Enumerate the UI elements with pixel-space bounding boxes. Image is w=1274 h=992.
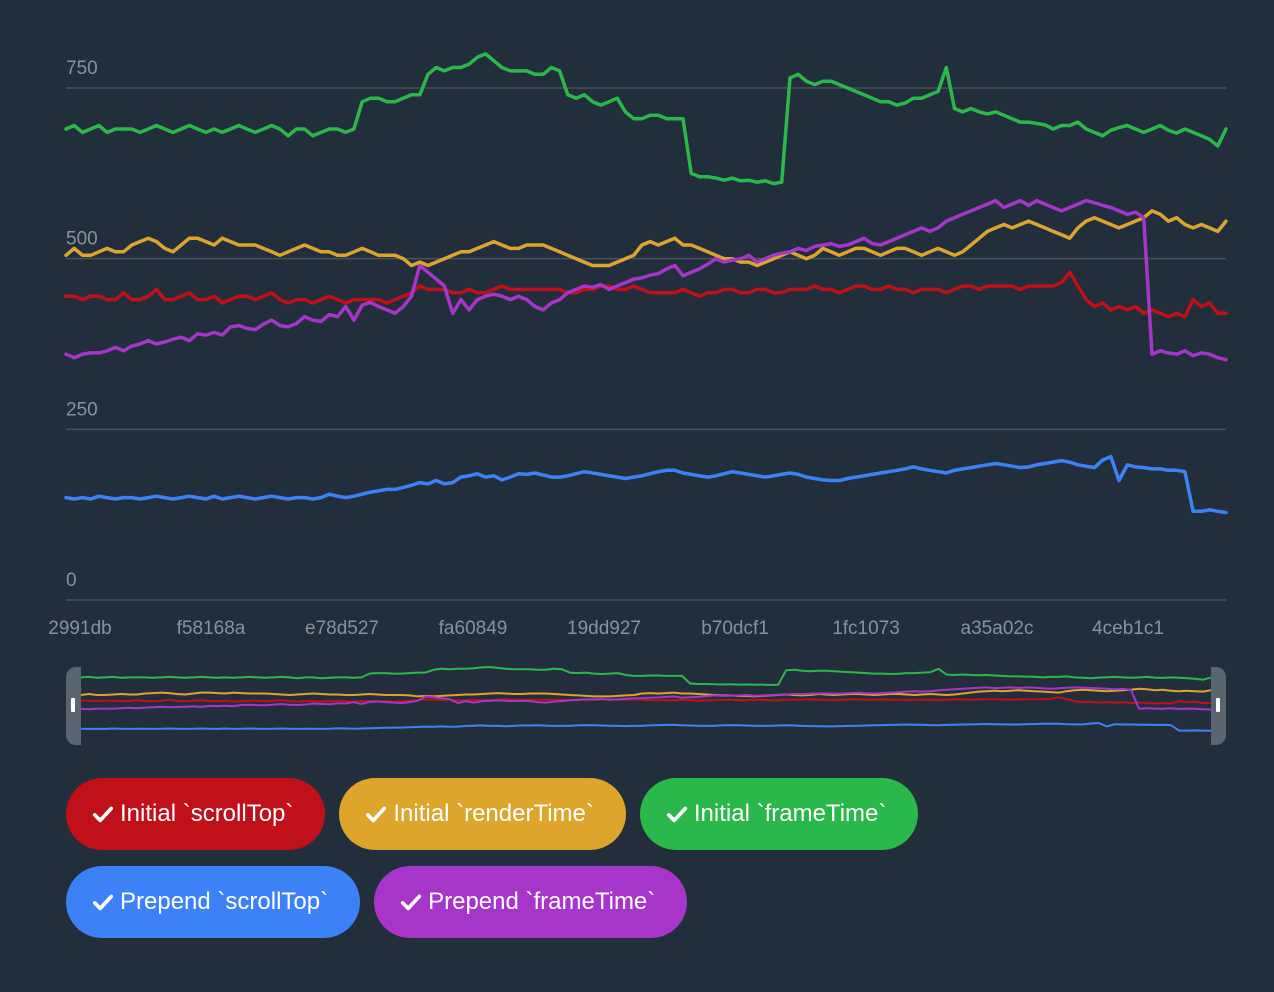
mini-series-line-4 — [80, 722, 1212, 732]
x-tick-label: f58168a — [177, 618, 246, 639]
y-tick-label: 500 — [66, 229, 98, 250]
range-selector[interactable] — [0, 660, 1274, 750]
y-tick-label: 250 — [66, 399, 98, 420]
legend-label: Initial `renderTime` — [393, 800, 594, 827]
check-icon — [366, 806, 387, 823]
check-icon — [92, 806, 114, 823]
legend-toggle-4[interactable]: Prepend `scrollTop` — [66, 866, 361, 938]
check-icon — [92, 894, 114, 911]
x-tick-label: 2991db — [48, 618, 111, 639]
main-line-chart: 0 250 500 750 2991db f58168a e78d527 fa60849 19… — [48, 52, 1228, 639]
x-tick-label: 19dd927 — [567, 618, 641, 639]
range-selector-window[interactable] — [81, 667, 1211, 745]
range-selector-series — [80, 666, 1212, 732]
mini-series-line-3 — [80, 666, 1212, 686]
x-tick-label: 4ceb1c1 — [1092, 618, 1164, 639]
legend-label: Prepend `scrollTop` — [120, 888, 329, 915]
legend: Initial `scrollTop` Initial `renderTime` I… — [66, 778, 1226, 938]
y-axis-ticks: 0 250 500 750 — [66, 58, 98, 591]
series-line-5[interactable] — [64, 198, 1228, 362]
legend-toggle-2[interactable]: Initial `renderTime` — [339, 778, 626, 850]
legend-toggle-3[interactable]: Initial `frameTime` — [639, 778, 919, 850]
mini-series-line-5 — [80, 686, 1212, 711]
series-line-4[interactable] — [64, 454, 1228, 515]
check-icon — [401, 894, 422, 911]
legend-toggle-5[interactable]: Prepend `frameTime` — [374, 866, 688, 938]
series-line-1[interactable] — [64, 270, 1228, 319]
mini-series-line-2 — [80, 687, 1212, 698]
range-handle-right[interactable] — [1216, 698, 1220, 712]
x-tick-label: e78d527 — [305, 618, 379, 639]
x-axis-ticks: 2991db f58168a e78d527 fa60849 19dd927 b70dcf… — [48, 618, 1164, 639]
legend-toggle-1[interactable]: Initial `scrollTop` — [66, 778, 326, 850]
mini-series-line-1 — [81, 696, 1211, 705]
series-lines — [64, 52, 1228, 515]
x-tick-label: b70dcf1 — [701, 618, 769, 639]
x-tick-label: 1fc1073 — [832, 618, 900, 639]
legend-label: Initial `frameTime` — [693, 800, 887, 827]
y-tick-label: 0 — [66, 570, 77, 591]
check-icon — [666, 806, 687, 823]
range-handle-left[interactable] — [71, 698, 75, 712]
x-tick-label: fa60849 — [439, 618, 508, 639]
legend-label: Prepend `frameTime` — [428, 888, 656, 915]
series-line-2[interactable] — [64, 209, 1228, 268]
x-tick-label: a35a02c — [961, 618, 1034, 639]
y-tick-label: 750 — [66, 58, 98, 79]
legend-label: Initial `scrollTop` — [120, 800, 294, 827]
series-line-3[interactable] — [64, 52, 1228, 186]
grid-lines — [66, 87, 1226, 601]
